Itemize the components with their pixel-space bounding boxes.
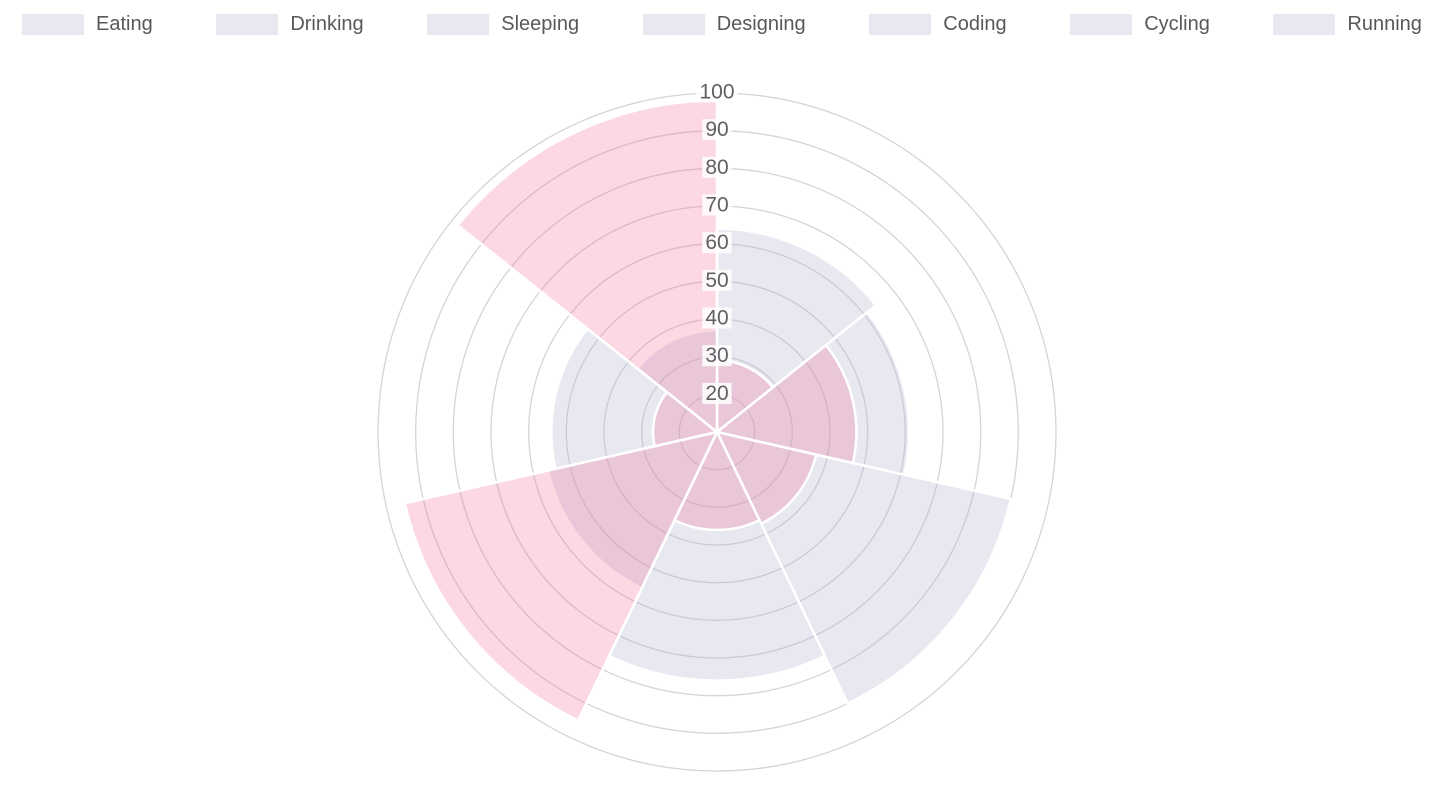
radial-tick-label-70: 70 <box>705 194 728 217</box>
radial-tick-label-60: 60 <box>705 231 728 254</box>
radial-tick-label-100: 100 <box>699 81 734 104</box>
radial-tick-backdrop <box>702 232 732 254</box>
radial-tick-label-20: 20 <box>705 382 728 405</box>
radial-tick-backdrop <box>702 307 732 329</box>
sector-running-series-1[interactable] <box>636 329 719 434</box>
radial-tick-label-50: 50 <box>705 269 728 292</box>
sector-designing-series-2[interactable] <box>673 430 761 532</box>
legend-item-sleeping[interactable]: Sleeping <box>427 14 579 35</box>
legend-item-cycling[interactable]: Cycling <box>1070 14 1210 35</box>
legend-item-label: Sleeping <box>501 13 580 35</box>
radial-tick-backdrop <box>702 194 732 216</box>
legend-swatch <box>22 14 84 35</box>
legend-item-designing[interactable]: Designing <box>642 13 806 35</box>
radial-tick-backdrop <box>696 81 738 103</box>
sector-group-series-2 <box>403 99 858 722</box>
radial-tick-label-90: 90 <box>705 118 728 141</box>
sector-coding-series-2[interactable] <box>403 430 719 722</box>
radial-tick-backdrop <box>702 156 732 178</box>
legend-item-running[interactable]: Running <box>1273 14 1422 35</box>
legend-item-label: Eating <box>96 13 153 35</box>
legend-swatch <box>216 14 279 35</box>
radial-tick-backdrop <box>702 345 732 367</box>
sector-cycling-series-1[interactable] <box>550 327 719 471</box>
legend-item-coding[interactable]: Coding <box>869 13 1007 35</box>
sector-designing-series-1[interactable] <box>607 430 827 682</box>
sector-drinking-series-1[interactable] <box>715 310 911 476</box>
legend-item-eating[interactable]: Eating <box>22 14 153 35</box>
legend-swatch <box>642 14 705 35</box>
legend-item-label: Coding <box>943 13 1007 35</box>
legend-item-label: Running <box>1347 13 1422 35</box>
legend-item-label: Drinking <box>290 13 364 35</box>
legend-item-drinking[interactable]: Drinking <box>216 13 364 35</box>
radial-tick-backdrop <box>702 382 732 404</box>
radial-tick-backdrop <box>702 119 732 141</box>
legend-swatch <box>1070 14 1133 35</box>
legend-swatch <box>1273 14 1336 35</box>
radial-tick-label-40: 40 <box>705 307 728 330</box>
sector-group-series-1 <box>546 227 1013 705</box>
sector-drinking-series-2[interactable] <box>715 343 858 465</box>
radial-tick-backdrop <box>702 269 732 291</box>
sector-coding-series-1[interactable] <box>546 430 719 590</box>
legend-item-label: Cycling <box>1144 13 1210 35</box>
chart-legend: Eating Drinking Sleeping Designing Coding Cyc… <box>0 14 1444 35</box>
radial-tick-label-30: 30 <box>705 344 728 367</box>
sector-running-series-2[interactable] <box>456 99 719 434</box>
sector-eating-series-1[interactable] <box>715 227 878 434</box>
sector-sleeping-series-2[interactable] <box>715 430 818 525</box>
sector-sleeping-series-1[interactable] <box>715 430 1013 705</box>
legend-swatch <box>427 14 490 35</box>
radial-tick-label-80: 80 <box>705 156 728 179</box>
legend-swatch <box>869 14 932 35</box>
legend-item-label: Designing <box>716 13 806 35</box>
radial-axis-labels: 20 30 40 50 60 70 80 90 100 <box>696 81 738 405</box>
